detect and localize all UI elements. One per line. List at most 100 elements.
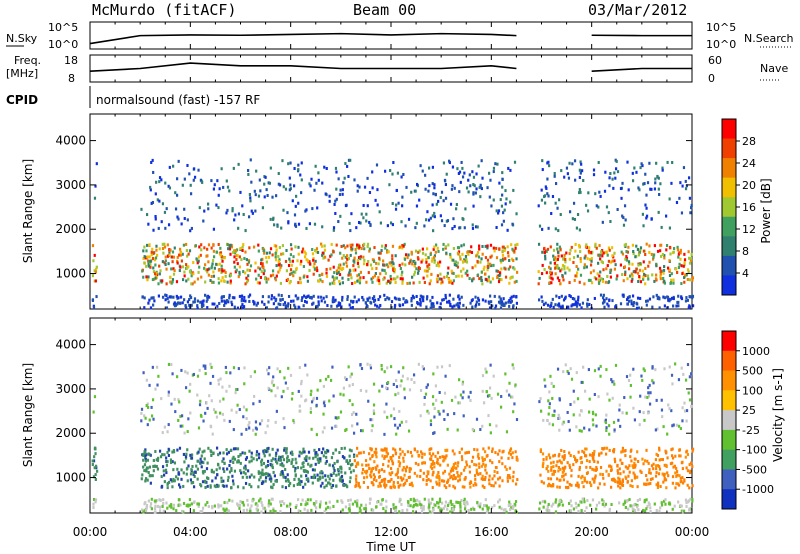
range-time-cell — [541, 452, 545, 456]
range-time-cell — [685, 501, 688, 505]
range-time-cell — [196, 304, 199, 308]
range-time-cell — [173, 479, 176, 483]
range-time-cell — [210, 470, 213, 474]
range-time-cell — [165, 282, 168, 286]
x-tick-label: 00:00 — [73, 525, 108, 539]
range-time-cell — [152, 266, 155, 270]
range-time-cell — [556, 367, 560, 371]
range-time-cell — [297, 305, 300, 309]
range-time-cell — [212, 270, 215, 274]
range-time-cell — [469, 485, 472, 489]
range-time-cell — [623, 501, 627, 505]
range-time-cell — [341, 266, 345, 270]
range-time-cell — [310, 463, 313, 467]
range-time-cell — [474, 191, 477, 195]
range-time-cell — [267, 295, 270, 299]
range-time-cell — [384, 271, 387, 275]
range-time-cell — [180, 468, 183, 472]
range-time-cell — [506, 476, 509, 480]
range-time-cell — [263, 448, 266, 452]
range-time-cell — [349, 247, 353, 251]
range-time-cell — [140, 407, 144, 411]
range-time-cell — [248, 246, 251, 250]
range-time-cell — [642, 508, 645, 512]
range-time-cell — [322, 384, 325, 388]
range-time-cell — [550, 465, 553, 469]
range-time-cell — [222, 185, 225, 189]
range-time-cell — [601, 261, 605, 265]
colorbar-swatch — [722, 119, 736, 140]
range-time-cell — [200, 460, 203, 464]
range-time-cell — [148, 243, 151, 247]
range-time-cell — [498, 449, 501, 453]
range-time-cell — [596, 272, 599, 276]
range-time-cell — [329, 254, 332, 258]
colorbar-swatch — [722, 489, 736, 510]
range-time-cell — [183, 274, 186, 278]
range-time-cell — [605, 267, 608, 271]
y-tick-label: 2000 — [55, 222, 86, 236]
range-time-cell — [210, 274, 213, 278]
range-time-cell — [451, 449, 454, 453]
range-time-cell — [500, 278, 503, 282]
range-time-cell — [551, 195, 555, 199]
range-time-cell — [512, 259, 515, 263]
range-time-cell — [327, 481, 330, 485]
range-time-cell — [575, 274, 578, 278]
range-time-cell — [354, 500, 357, 504]
range-time-cell — [220, 504, 223, 508]
range-time-cell — [410, 299, 413, 303]
nsky-series — [89, 32, 692, 45]
range-time-cell — [687, 250, 690, 254]
range-time-cell — [205, 254, 208, 258]
range-time-cell — [425, 305, 428, 309]
range-time-cell — [230, 466, 233, 470]
y-tick-label: 4000 — [55, 134, 86, 148]
range-time-cell — [239, 469, 242, 473]
range-time-cell — [374, 261, 378, 265]
range-time-cell — [404, 467, 407, 471]
range-time-cell — [421, 365, 424, 369]
range-time-cell — [362, 480, 366, 484]
range-time-cell — [273, 474, 276, 478]
range-time-cell — [682, 166, 686, 170]
range-time-cell — [240, 258, 243, 262]
range-time-cell — [583, 389, 587, 393]
range-time-cell — [178, 269, 181, 273]
range-time-cell — [199, 253, 202, 257]
range-time-cell — [438, 455, 442, 459]
range-time-cell — [588, 258, 592, 262]
range-time-cell — [160, 475, 163, 479]
range-time-cell — [595, 246, 598, 250]
range-time-cell — [167, 223, 171, 227]
range-time-cell — [449, 304, 452, 308]
range-time-cell — [368, 497, 372, 501]
range-time-cell — [215, 415, 219, 419]
range-time-cell — [226, 467, 229, 471]
range-time-cell — [171, 278, 175, 282]
range-time-cell — [275, 194, 278, 198]
range-time-cell — [597, 486, 600, 490]
range-time-cell — [217, 382, 220, 386]
range-time-cell — [674, 471, 677, 475]
range-time-cell — [193, 297, 197, 301]
range-time-cell — [176, 448, 179, 452]
range-time-cell — [593, 369, 597, 373]
range-time-cell — [234, 447, 237, 451]
range-time-cell — [570, 245, 573, 249]
range-time-cell — [416, 302, 420, 306]
range-time-cell — [184, 456, 188, 460]
range-time-cell — [316, 304, 319, 308]
range-time-cell — [678, 448, 681, 452]
range-time-cell — [197, 450, 200, 454]
range-time-cell — [274, 454, 278, 458]
range-time-cell — [586, 498, 589, 502]
range-time-cell — [352, 431, 356, 435]
range-time-cell — [335, 170, 338, 174]
range-time-cell — [680, 366, 683, 370]
range-time-cell — [688, 305, 692, 309]
range-time-cell — [645, 193, 648, 197]
range-time-cell — [155, 458, 158, 462]
range-time-cell — [272, 375, 275, 379]
range-time-cell — [680, 211, 684, 215]
